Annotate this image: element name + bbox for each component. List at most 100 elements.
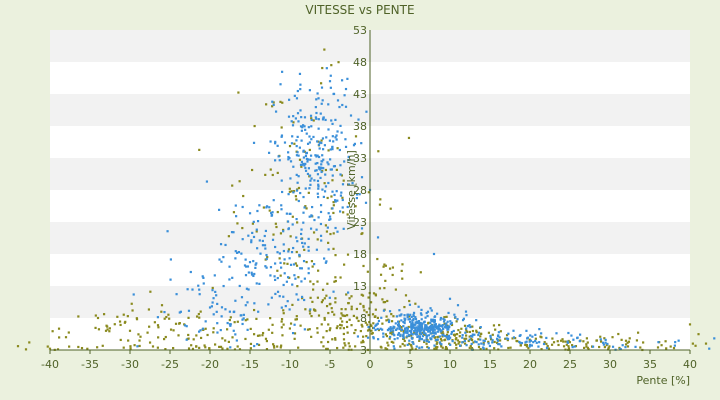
data-point	[340, 131, 343, 134]
data-point	[126, 315, 129, 318]
data-point	[460, 327, 463, 330]
data-point	[392, 315, 395, 318]
data-point	[215, 310, 218, 313]
data-point	[412, 314, 415, 318]
data-point	[627, 340, 631, 343]
data-point	[294, 262, 297, 265]
data-point	[280, 204, 283, 207]
data-point	[261, 331, 265, 335]
data-point	[436, 338, 439, 341]
data-point	[626, 345, 630, 348]
data-point	[376, 327, 379, 331]
data-point	[240, 252, 243, 255]
data-point	[566, 341, 569, 344]
data-point	[426, 328, 430, 331]
data-point	[534, 339, 537, 342]
data-point	[555, 332, 558, 335]
data-point	[186, 288, 189, 291]
data-point	[274, 159, 277, 162]
data-point	[366, 329, 370, 332]
data-point	[327, 103, 330, 106]
data-point	[307, 126, 310, 129]
data-point	[618, 346, 621, 350]
data-point	[328, 218, 331, 221]
data-point	[123, 321, 126, 324]
data-point	[540, 332, 543, 335]
data-point	[483, 339, 486, 343]
data-point	[416, 335, 419, 339]
data-point	[330, 119, 333, 122]
data-point	[434, 331, 437, 334]
data-point	[264, 337, 268, 340]
data-point	[331, 148, 334, 151]
data-point	[324, 261, 327, 264]
data-point	[244, 337, 247, 341]
data-point	[624, 339, 628, 342]
data-point	[300, 228, 303, 231]
data-point	[496, 341, 499, 345]
data-point	[470, 338, 474, 342]
data-point	[288, 98, 291, 101]
data-point	[68, 345, 71, 348]
data-point	[305, 132, 308, 135]
data-point	[352, 314, 355, 317]
data-point	[345, 293, 348, 296]
data-point	[487, 342, 490, 345]
data-point	[708, 347, 711, 350]
data-point	[280, 344, 283, 347]
data-point	[289, 177, 292, 180]
data-point	[300, 129, 303, 132]
x-tick-label: -30	[121, 358, 139, 371]
data-point	[420, 318, 423, 321]
data-point	[424, 325, 427, 328]
data-point	[381, 328, 384, 331]
data-point	[340, 174, 344, 177]
data-point	[401, 277, 404, 280]
data-point	[282, 323, 285, 326]
data-point	[261, 244, 265, 247]
data-point	[267, 303, 270, 306]
data-point	[312, 231, 316, 234]
x-tick-label: 25	[563, 358, 577, 371]
data-point	[298, 254, 301, 257]
data-point	[315, 111, 318, 115]
data-point	[271, 211, 274, 214]
data-point	[347, 155, 350, 158]
data-point	[401, 263, 404, 266]
data-point	[228, 318, 231, 322]
data-point	[326, 340, 330, 344]
data-point	[249, 327, 252, 331]
data-point	[280, 208, 283, 211]
data-point	[605, 344, 608, 347]
data-point	[136, 345, 139, 348]
data-point	[336, 130, 339, 133]
data-point	[316, 173, 320, 176]
data-point	[317, 97, 320, 100]
data-point	[429, 321, 432, 324]
data-point	[441, 346, 444, 349]
data-point	[308, 141, 311, 144]
data-point	[432, 330, 435, 333]
data-point	[479, 335, 482, 338]
data-point	[601, 341, 605, 344]
data-point	[374, 315, 377, 318]
data-point	[436, 326, 440, 329]
data-point	[471, 329, 475, 333]
data-point	[416, 333, 419, 336]
data-point	[316, 179, 320, 183]
data-point	[274, 140, 277, 144]
data-point	[280, 318, 284, 321]
data-point	[391, 273, 394, 277]
data-point	[421, 335, 425, 338]
data-point	[471, 335, 474, 338]
x-tick-label: 15	[483, 358, 497, 371]
data-point	[561, 338, 564, 341]
data-point	[402, 336, 405, 339]
data-point	[309, 280, 312, 283]
data-point	[324, 224, 328, 227]
data-point	[441, 335, 444, 338]
data-point	[300, 267, 303, 270]
data-point	[321, 299, 324, 302]
data-point	[388, 319, 391, 322]
data-point	[312, 135, 315, 139]
